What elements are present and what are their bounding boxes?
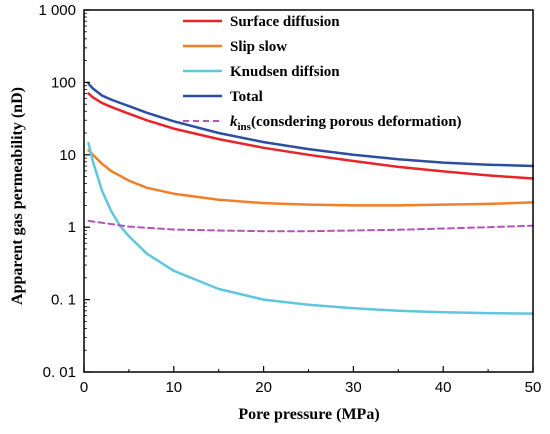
- legend: Surface diffusion Slip slow Knudsen diff…: [183, 14, 462, 133]
- y-tick-label-3: 10: [59, 147, 76, 164]
- legend-label-kins-sub: ins: [238, 121, 252, 133]
- legend-label-knudsen: Knudsen diffsion: [230, 64, 340, 80]
- x-tick-label-4: 40: [435, 379, 452, 396]
- series-line-2: [87, 141, 535, 315]
- x-tick-label-2: 20: [255, 379, 272, 396]
- series-line-0: [87, 92, 535, 180]
- legend-label-kins-rest: (consdering porous deformation): [251, 114, 462, 130]
- series-line-1: [87, 149, 535, 207]
- x-tick-label-0: 0: [80, 379, 88, 396]
- y-tick-label-1: 0. 1: [51, 292, 76, 309]
- y-tick-label-4: 100: [51, 74, 76, 91]
- plot-area: [87, 82, 535, 315]
- axes: 0 10 20 30 40 50 0. 01 0. 1 1 10 100 1 000: [38, 2, 541, 396]
- y-tick-label-0: 0. 01: [43, 364, 76, 381]
- legend-label-kins-main: k: [230, 114, 238, 130]
- y-tick-label-2: 1: [68, 219, 76, 236]
- legend-label-total: Total: [230, 89, 263, 105]
- y-axis-title: Apparent gas permeability (nD): [9, 87, 26, 305]
- legend-label-kins: kins(consdering porous deformation): [230, 114, 462, 133]
- x-axis-title: Pore pressure (MPa): [238, 406, 379, 423]
- x-tick-label-3: 30: [345, 379, 362, 396]
- legend-label-surface-diffusion: Surface diffusion: [230, 14, 340, 30]
- series-line-3: [87, 82, 535, 168]
- series-line-4: [87, 219, 534, 233]
- legend-label-slip-slow: Slip slow: [230, 39, 287, 55]
- x-tick-label-5: 50: [525, 379, 542, 396]
- x-tick-label-1: 10: [165, 379, 182, 396]
- y-tick-label-5: 1 000: [38, 2, 76, 19]
